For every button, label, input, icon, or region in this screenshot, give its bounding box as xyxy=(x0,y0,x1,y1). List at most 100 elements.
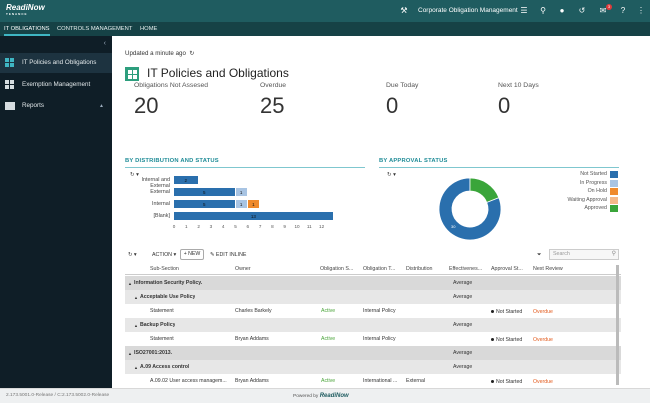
action-menu[interactable]: ACTION ▾ xyxy=(152,252,177,258)
effectiveness-cell: Average xyxy=(453,280,473,286)
help-icon[interactable]: ? xyxy=(620,6,626,15)
tab-home[interactable]: HOME xyxy=(140,26,158,32)
wrench-icon[interactable]: ⚒ xyxy=(400,6,408,15)
group-label: Acceptable Use Policy xyxy=(140,294,196,300)
column-header[interactable]: Owner xyxy=(235,266,251,272)
app-logo[interactable]: ReadiNow TENANCE xyxy=(6,3,45,16)
powered-by-text: Powered by xyxy=(293,394,319,399)
grid-header: Sub-Section Owner Obligation S... Obliga… xyxy=(125,264,621,275)
table-row[interactable]: Statement Charles Barkely Active Internal P… xyxy=(125,304,621,318)
group-row[interactable]: ▲ ISO27001:2013. Average xyxy=(125,346,621,360)
effectiveness-cell: Average xyxy=(453,294,473,300)
sidebar-item-it-policies[interactable]: IT Policies and Obligations xyxy=(0,53,112,73)
expand-toggle-icon[interactable]: ▲ xyxy=(128,281,132,286)
effectiveness-cell: Average xyxy=(453,322,473,328)
bar-segment[interactable] xyxy=(235,188,247,196)
group-row[interactable]: ▲ Backup Policy Average xyxy=(125,318,621,332)
bar-segment[interactable] xyxy=(174,200,235,208)
x-axis-tick: 6 xyxy=(246,224,250,229)
obligation-type-cell: Internal Policy xyxy=(363,308,396,314)
status-dot-icon xyxy=(491,380,494,384)
kpi-next-10-days[interactable]: Next 10 Days 0 xyxy=(498,82,539,119)
kpi-label: Due Today xyxy=(386,82,419,89)
expand-toggle-icon[interactable]: ▲ xyxy=(128,351,132,356)
obligation-status-cell: Active xyxy=(321,308,336,314)
app-title[interactable]: Corporate Obligation Management xyxy=(418,7,518,14)
bar-segment[interactable] xyxy=(235,200,247,208)
sidebar-item-label: Reports xyxy=(22,102,45,109)
bar-data-label: 5 xyxy=(202,202,206,207)
expand-caret-icon[interactable]: ▲ xyxy=(99,103,104,109)
group-label: Backup Policy xyxy=(140,322,176,328)
x-axis-tick: 10 xyxy=(294,224,300,229)
legend-swatch xyxy=(610,188,618,195)
search-icon[interactable]: ⚲ xyxy=(540,6,546,15)
group-row[interactable]: ▲ Acceptable Use Policy Average xyxy=(125,290,621,304)
refresh-dropdown[interactable]: ↻ ▾ xyxy=(128,252,137,258)
grid-toolbar: ↻ ▾ ACTION ▾ + NEW ✎ EDIT INLINE ⏷ Searc… xyxy=(112,248,650,264)
group-label: Information Security Policy. xyxy=(134,280,203,286)
column-header[interactable]: Sub-Section xyxy=(150,266,179,272)
kpi-not-assessed[interactable]: Obligations Not Assesed 20 xyxy=(134,82,208,119)
group-row[interactable]: ▲ Information Security Policy. Average xyxy=(125,276,621,290)
sub-section-cell: Statement xyxy=(150,336,174,342)
nav-bar: IT OBLIGATIONS CONTROLS MANAGEMENT HOME xyxy=(0,22,650,36)
donut-slice[interactable] xyxy=(469,177,500,203)
page-title: IT Policies and Obligations xyxy=(147,66,289,80)
kpi-overdue[interactable]: Overdue 25 xyxy=(260,82,286,119)
history-icon[interactable]: ↺ xyxy=(578,6,586,15)
bar-category-label: External xyxy=(150,189,170,195)
column-header[interactable]: Distribution xyxy=(406,266,433,272)
column-header[interactable]: Next Review xyxy=(533,266,563,272)
column-header[interactable]: Obligation T... xyxy=(363,266,396,272)
user-icon[interactable]: ● xyxy=(559,6,565,15)
refresh-icon[interactable]: ↻ xyxy=(187,50,195,57)
kpi-due-today[interactable]: Due Today 0 xyxy=(386,82,418,119)
approval-status-cell: Not Started xyxy=(491,379,522,385)
group-row[interactable]: ▲ A.09 Access control Average xyxy=(125,360,621,374)
bar-segment[interactable] xyxy=(174,212,333,220)
bar-data-label: 1 xyxy=(252,202,255,207)
edit-inline-button[interactable]: ✎ EDIT INLINE xyxy=(210,252,247,258)
bar-segment[interactable] xyxy=(247,200,260,208)
column-header[interactable]: Obligation S... xyxy=(320,266,354,272)
sidebar-item-exemption-management[interactable]: Exemption Management xyxy=(0,75,112,95)
section-divider xyxy=(379,167,619,168)
x-axis-tick: 2 xyxy=(197,224,200,229)
menu-icon[interactable]: ☰ xyxy=(520,6,528,15)
chart-options-dropdown[interactable]: ↻ ▾ xyxy=(130,172,139,178)
expand-toggle-icon[interactable]: ▲ xyxy=(134,365,138,370)
column-header[interactable]: Approval St... xyxy=(491,266,523,272)
obligation-type-cell: Internal Policy xyxy=(363,336,396,342)
group-label: ISO27001:2013. xyxy=(134,350,173,356)
notifications-icon[interactable]: ✉ 3 xyxy=(599,4,612,15)
approval-donut-chart: 30 xyxy=(438,177,502,241)
chart-options-dropdown[interactable]: ↻ ▾ xyxy=(387,172,396,178)
donut-slice[interactable] xyxy=(438,177,502,241)
kpi-value: 20 xyxy=(134,93,159,118)
new-button[interactable]: + NEW xyxy=(180,249,204,260)
expand-toggle-icon[interactable]: ▲ xyxy=(134,323,138,328)
tab-it-obligations[interactable]: IT OBLIGATIONS xyxy=(4,22,50,36)
table-row[interactable]: Statement Bryan Addams Active Internal Poli… xyxy=(125,332,621,346)
grid-scrollbar[interactable] xyxy=(616,265,619,385)
column-header[interactable]: Effectivenes... xyxy=(449,266,483,272)
bar-segment[interactable] xyxy=(174,188,235,196)
effectiveness-cell: Average xyxy=(453,350,473,356)
more-icon[interactable]: ⋮ xyxy=(637,6,645,15)
search-input[interactable]: Search ⚲ xyxy=(549,249,619,260)
search-icon[interactable]: ⚲ xyxy=(611,251,616,257)
approval-status-text: Not Started xyxy=(496,309,523,315)
expand-toggle-icon[interactable]: ▲ xyxy=(134,295,138,300)
filter-icon[interactable]: ⏷ xyxy=(537,252,542,258)
notification-badge: 3 xyxy=(606,4,612,10)
grid-icon xyxy=(5,58,15,68)
sidebar-item-reports[interactable]: Reports ▲ xyxy=(0,96,112,116)
table-row[interactable]: A.09.02 User access managem... Bryan Adda… xyxy=(125,374,621,388)
top-bar: ReadiNow TENANCE ⚒ Corporate Obligation … xyxy=(0,0,650,22)
collapse-sidebar-icon[interactable]: ‹ xyxy=(103,40,106,47)
x-axis-tick: 7 xyxy=(258,224,262,229)
footer: 2.173.5001.0-Release / C:2.173.5002.0-Re… xyxy=(0,388,650,403)
tab-controls-management[interactable]: CONTROLS MANAGEMENT xyxy=(57,26,133,32)
bar-segment[interactable] xyxy=(174,176,198,184)
